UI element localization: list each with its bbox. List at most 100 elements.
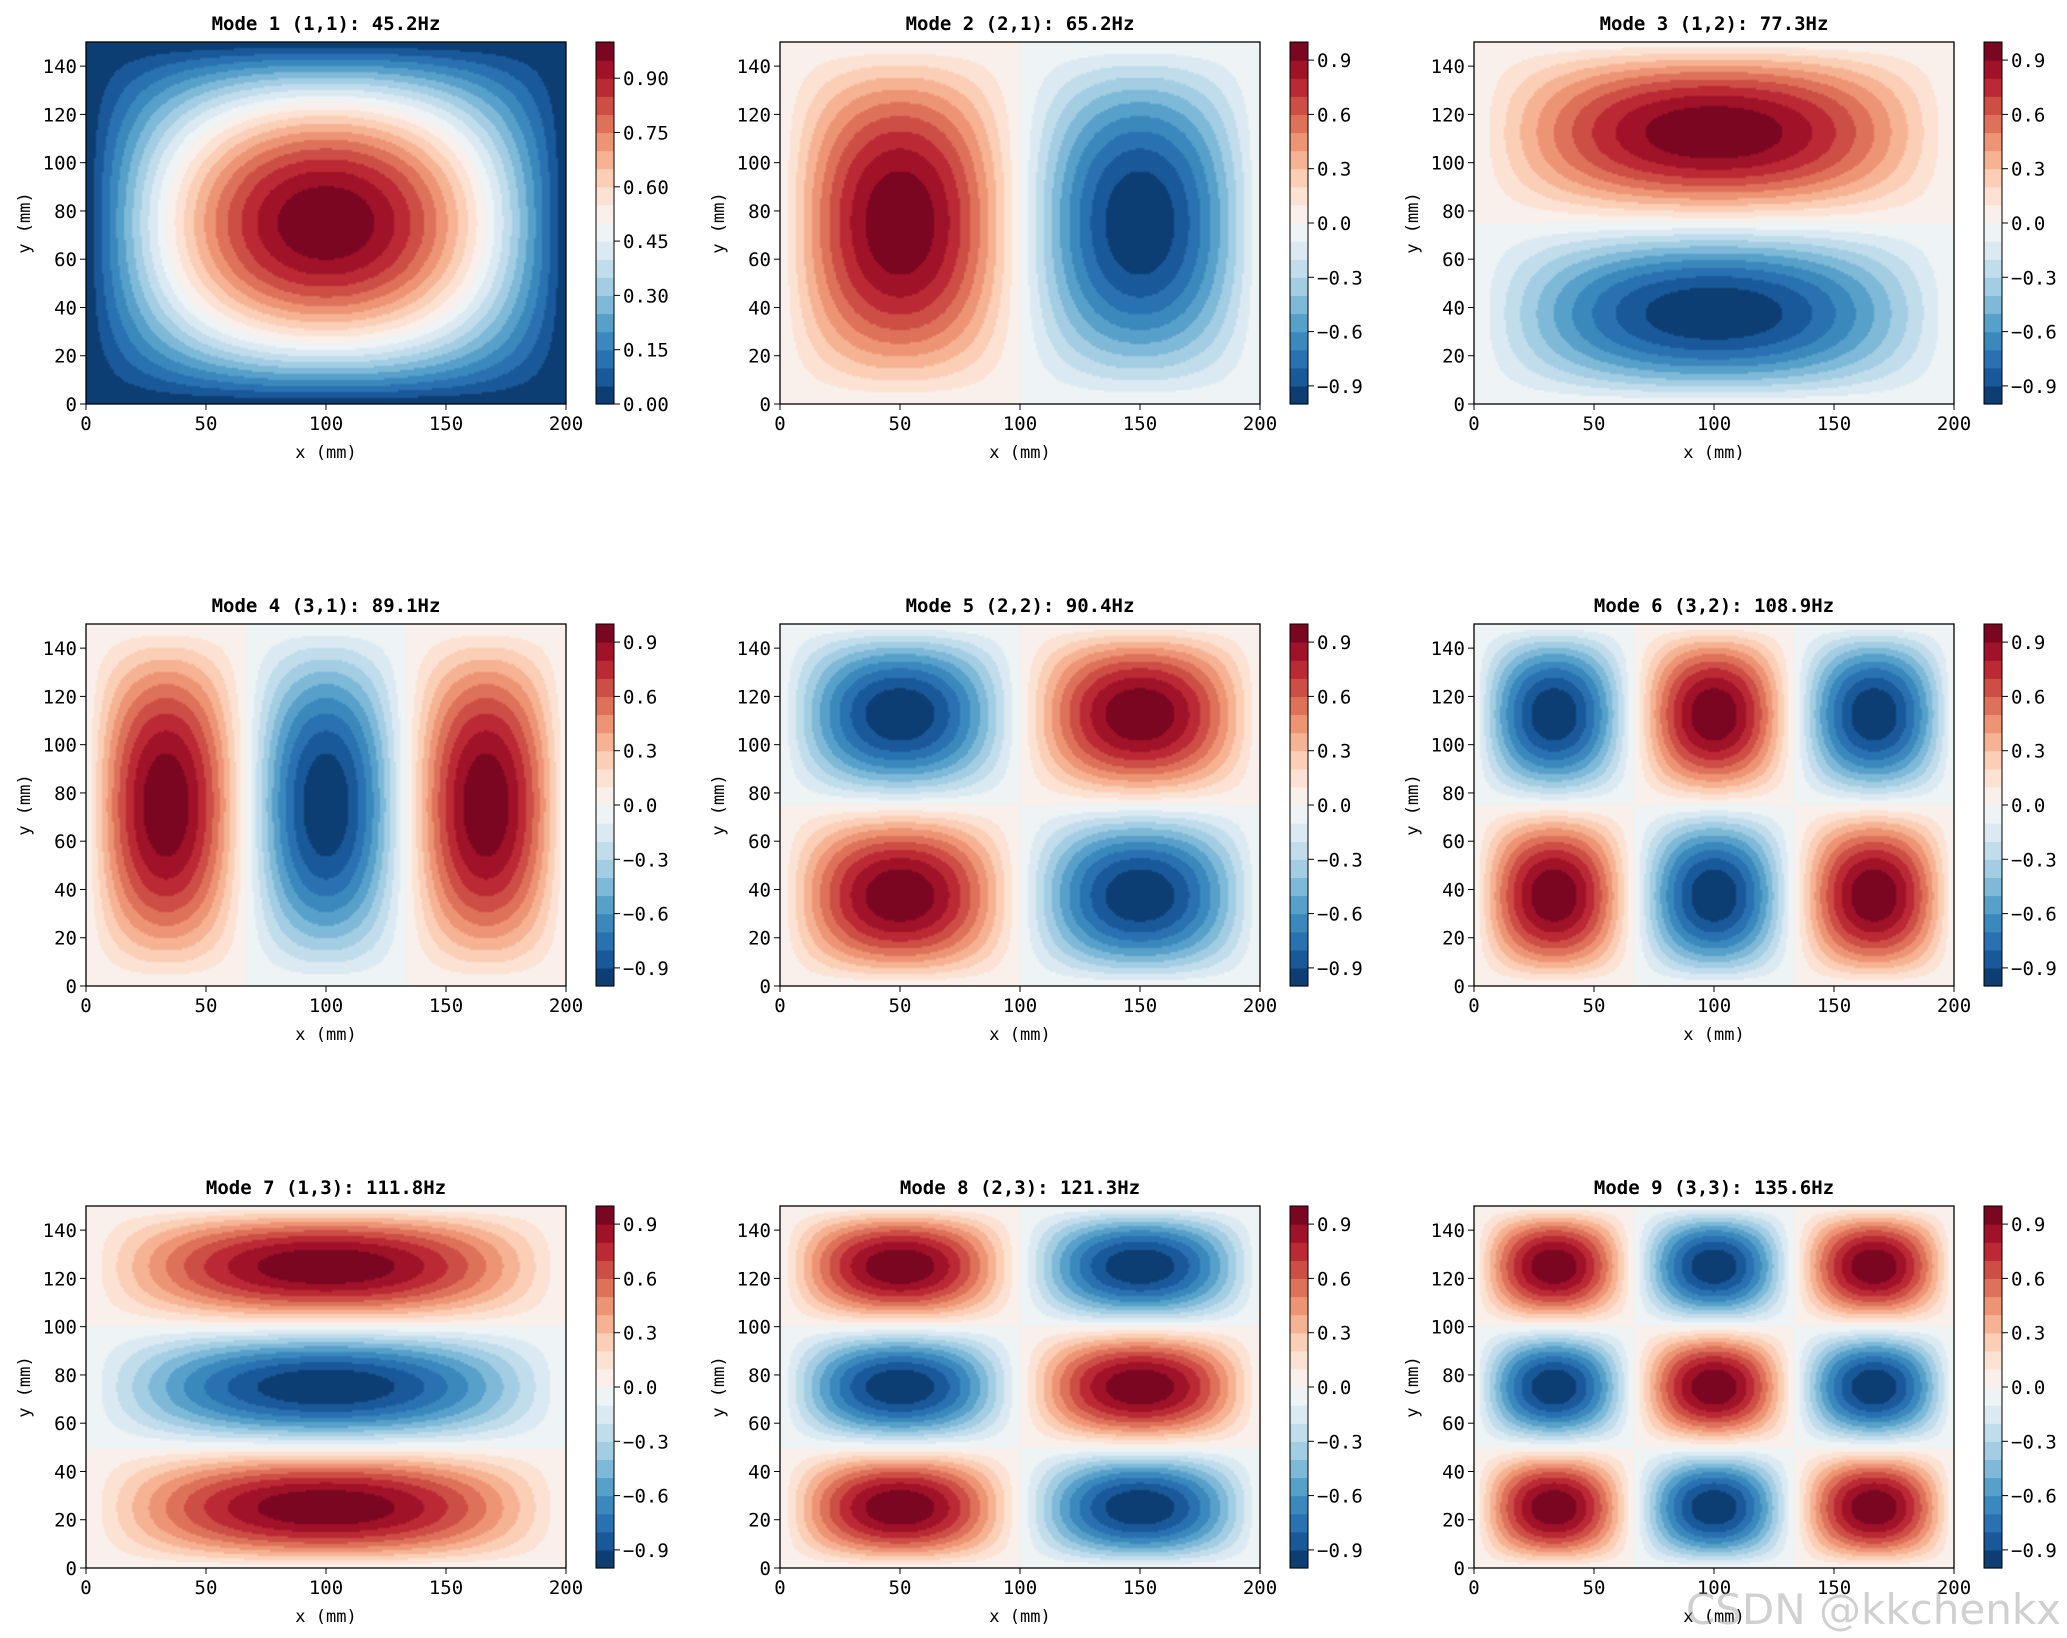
y-tick-label: 100	[43, 735, 77, 757]
colorbar-level	[1290, 1387, 1308, 1406]
colorbar-level	[1290, 349, 1308, 369]
colorbar-level	[596, 1477, 614, 1497]
y-tick-label: 60	[54, 249, 77, 271]
y-tick-label: 100	[737, 1317, 771, 1339]
colorbar-tick-label: 0.3	[1317, 1323, 1351, 1345]
colorbar-tick-label: 0.6	[623, 1268, 657, 1290]
subplot-title: Mode 3 (1,2): 77.3Hz	[1600, 13, 1829, 35]
colorbar-level	[1290, 1441, 1308, 1460]
colorbar-level	[596, 750, 614, 770]
colorbar-level	[596, 931, 614, 951]
colorbar-level	[596, 1549, 614, 1569]
colorbar-level	[596, 60, 614, 79]
y-tick-label: 140	[1431, 1220, 1465, 1242]
colorbar-level	[1290, 1549, 1308, 1569]
colorbar-level	[596, 841, 614, 860]
colorbar-level	[1984, 732, 2002, 752]
x-tick-label: 50	[889, 413, 912, 435]
x-tick-label: 50	[195, 1577, 218, 1599]
colorbar-tick-label: −0.9	[1317, 958, 1363, 980]
contour-field	[86, 42, 566, 404]
y-tick-label: 120	[1431, 686, 1465, 708]
x-tick-label: 50	[195, 995, 218, 1017]
colorbar-tick-label: −0.3	[1317, 267, 1363, 289]
y-tick-label: 120	[737, 686, 771, 708]
colorbar-level	[1984, 295, 2002, 315]
y-tick-label: 140	[737, 638, 771, 660]
colorbar-level	[596, 696, 614, 716]
colorbar-tick-label: −0.6	[2011, 322, 2057, 344]
colorbar-level	[596, 859, 614, 878]
colorbar-tick-label: −0.6	[1317, 322, 1363, 344]
y-tick-label: 140	[737, 56, 771, 78]
colorbar-tick-label: −0.6	[2011, 904, 2057, 926]
colorbar-level	[1290, 1206, 1308, 1225]
colorbar-level	[596, 295, 614, 315]
colorbar-tick-label: 0.9	[1317, 632, 1351, 654]
colorbar-level	[1290, 624, 1308, 643]
y-tick-label: 20	[1442, 1510, 1465, 1532]
colorbar-level	[596, 168, 614, 188]
colorbar-level	[1984, 1350, 2002, 1370]
contour-field	[780, 624, 1260, 986]
x-tick-label: 100	[1003, 1577, 1037, 1599]
subplot-mode-5: Mode 5 (2,2): 90.4Hz 0 50 100 150 200 0 20 40 60 8…	[709, 595, 1363, 1045]
y-tick-label: 60	[748, 249, 771, 271]
colorbar-level	[596, 42, 614, 61]
y-tick-label: 80	[748, 201, 771, 223]
colorbar-level	[596, 277, 614, 296]
colorbar-tick-label: 0.75	[623, 123, 669, 145]
colorbar-tick-label: 0.6	[623, 686, 657, 708]
colorbar-tick-label: 0.3	[623, 1323, 657, 1345]
x-axis-label: x (mm)	[295, 1025, 356, 1045]
colorbar-level	[1984, 1423, 2002, 1442]
x-tick-label: 150	[429, 1577, 463, 1599]
y-tick-label: 0	[1454, 1558, 1465, 1580]
colorbar-tick-label: 0.6	[1317, 686, 1351, 708]
colorbar-level	[1290, 1278, 1308, 1298]
colorbar-level	[1984, 367, 2002, 387]
colorbar-level	[1984, 1296, 2002, 1316]
colorbar-level	[596, 1423, 614, 1442]
x-axis-label: x (mm)	[1683, 1025, 1744, 1045]
colorbar-level	[1290, 1459, 1308, 1479]
colorbar-level	[1984, 660, 2002, 679]
colorbar-level	[1984, 1278, 2002, 1298]
colorbar-level	[596, 1224, 614, 1243]
x-tick-label: 100	[1697, 995, 1731, 1017]
x-tick-label: 200	[1937, 413, 1971, 435]
colorbar-level	[1290, 42, 1308, 61]
colorbar-level	[1984, 678, 2002, 697]
colorbar-level	[596, 1531, 614, 1551]
colorbar-tick-label: 0.6	[1317, 104, 1351, 126]
colorbar-level	[596, 1314, 614, 1334]
x-tick-label: 200	[1937, 1577, 1971, 1599]
colorbar-tick-label: 0.90	[623, 68, 669, 90]
colorbar-level	[1984, 78, 2002, 97]
colorbar-level	[596, 678, 614, 697]
colorbar-tick-label: 0.3	[623, 741, 657, 763]
y-tick-label: 80	[54, 783, 77, 805]
subplot-title: Mode 7 (1,3): 111.8Hz	[206, 1177, 446, 1199]
x-axis-label: x (mm)	[295, 1607, 356, 1627]
colorbar-level	[1290, 1242, 1308, 1261]
y-tick-label: 100	[737, 153, 771, 175]
y-tick-label: 40	[748, 297, 771, 319]
colorbar-level	[596, 204, 614, 224]
x-tick-label: 0	[774, 413, 785, 435]
colorbar-level	[1290, 841, 1308, 860]
y-tick-label: 80	[1442, 201, 1465, 223]
y-tick-label: 140	[43, 56, 77, 78]
colorbar-tick-label: 0.60	[623, 177, 669, 199]
colorbar-level	[1984, 1368, 2002, 1388]
y-tick-label: 40	[1442, 1461, 1465, 1483]
colorbar-tick-label: 0.3	[1317, 741, 1351, 763]
y-tick-label: 20	[54, 928, 77, 950]
y-tick-label: 80	[1442, 783, 1465, 805]
contour-field	[780, 1206, 1260, 1568]
y-tick-label: 0	[1454, 976, 1465, 998]
colorbar-level	[596, 1387, 614, 1406]
colorbar-level	[1984, 1549, 2002, 1569]
colorbar-level	[1290, 313, 1308, 333]
colorbar-level	[1984, 642, 2002, 661]
